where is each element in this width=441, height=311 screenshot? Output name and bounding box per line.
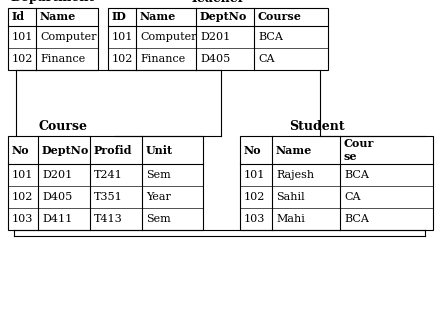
Text: Department: Department: [11, 0, 95, 4]
Text: No: No: [12, 145, 30, 156]
Text: Mahi: Mahi: [276, 214, 305, 224]
Text: Sem: Sem: [146, 170, 171, 180]
Text: 101: 101: [112, 32, 133, 42]
Bar: [240, 136, 433, 230]
Text: Course: Course: [258, 12, 302, 22]
Bar: [8, 8, 98, 70]
Text: D201: D201: [42, 170, 72, 180]
Text: D405: D405: [42, 192, 72, 202]
Text: 102: 102: [12, 54, 34, 64]
Text: D411: D411: [42, 214, 72, 224]
Text: D201: D201: [200, 32, 230, 42]
Text: Cour
se: Cour se: [344, 138, 374, 162]
Text: T413: T413: [94, 214, 123, 224]
Text: 102: 102: [12, 192, 34, 202]
Text: DeptNo: DeptNo: [42, 145, 90, 156]
Text: Computer: Computer: [140, 32, 197, 42]
Text: 101: 101: [12, 32, 34, 42]
Text: 103: 103: [12, 214, 34, 224]
Text: 101: 101: [12, 170, 34, 180]
Text: 101: 101: [244, 170, 265, 180]
Text: Profid: Profid: [94, 145, 132, 156]
Text: 103: 103: [244, 214, 265, 224]
Text: Sahil: Sahil: [276, 192, 305, 202]
Text: 102: 102: [112, 54, 133, 64]
Text: Finance: Finance: [140, 54, 185, 64]
Text: T351: T351: [94, 192, 123, 202]
Text: BCA: BCA: [344, 170, 369, 180]
Text: Id: Id: [12, 12, 25, 22]
Bar: [108, 8, 328, 70]
Text: Unit: Unit: [146, 145, 173, 156]
Text: D405: D405: [200, 54, 230, 64]
Text: Student: Student: [289, 119, 345, 132]
Text: Name: Name: [276, 145, 312, 156]
Text: Course: Course: [38, 119, 87, 132]
Bar: [8, 136, 203, 230]
Text: 102: 102: [244, 192, 265, 202]
Text: ID: ID: [112, 12, 127, 22]
Text: BCA: BCA: [258, 32, 283, 42]
Text: DeptNo: DeptNo: [200, 12, 247, 22]
Text: Computer: Computer: [40, 32, 97, 42]
Text: T241: T241: [94, 170, 123, 180]
Text: No: No: [244, 145, 262, 156]
Text: CA: CA: [258, 54, 274, 64]
Text: Name: Name: [140, 12, 176, 22]
Text: Name: Name: [40, 12, 76, 22]
Text: Rajesh: Rajesh: [276, 170, 314, 180]
Text: CA: CA: [344, 192, 360, 202]
Text: Year: Year: [146, 192, 171, 202]
Text: BCA: BCA: [344, 214, 369, 224]
Text: Teacher: Teacher: [191, 0, 246, 4]
Text: Sem: Sem: [146, 214, 171, 224]
Text: Finance: Finance: [40, 54, 85, 64]
